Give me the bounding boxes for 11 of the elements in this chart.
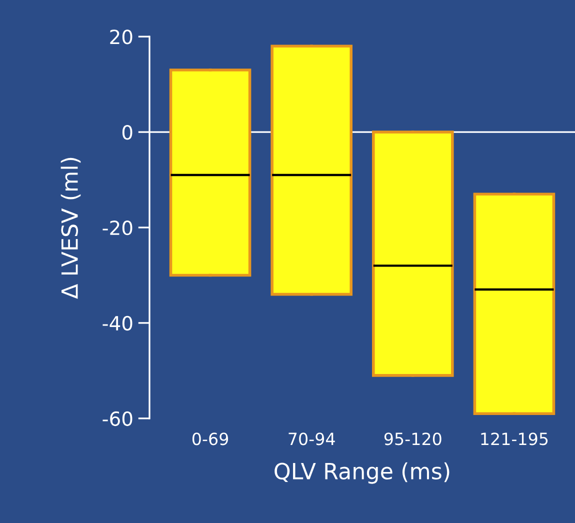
y-tick-label: -20 <box>102 220 132 236</box>
y-tick-label: 0 <box>122 125 132 140</box>
x-tick-label: 95-120 <box>384 432 442 446</box>
x-tick-label: 70-94 <box>288 432 335 446</box>
x-tick-label: 121-195 <box>481 432 548 446</box>
y-tick-label: 20 <box>110 30 132 44</box>
y-tick-label: -40 <box>102 316 132 331</box>
x-tick-label: 0-69 <box>192 432 228 446</box>
y-axis-title: Δ LVESV (ml) <box>60 158 81 299</box>
y-tick-label: -60 <box>102 411 132 426</box>
x-axis-title: QLV Range (ms) <box>274 462 450 484</box>
